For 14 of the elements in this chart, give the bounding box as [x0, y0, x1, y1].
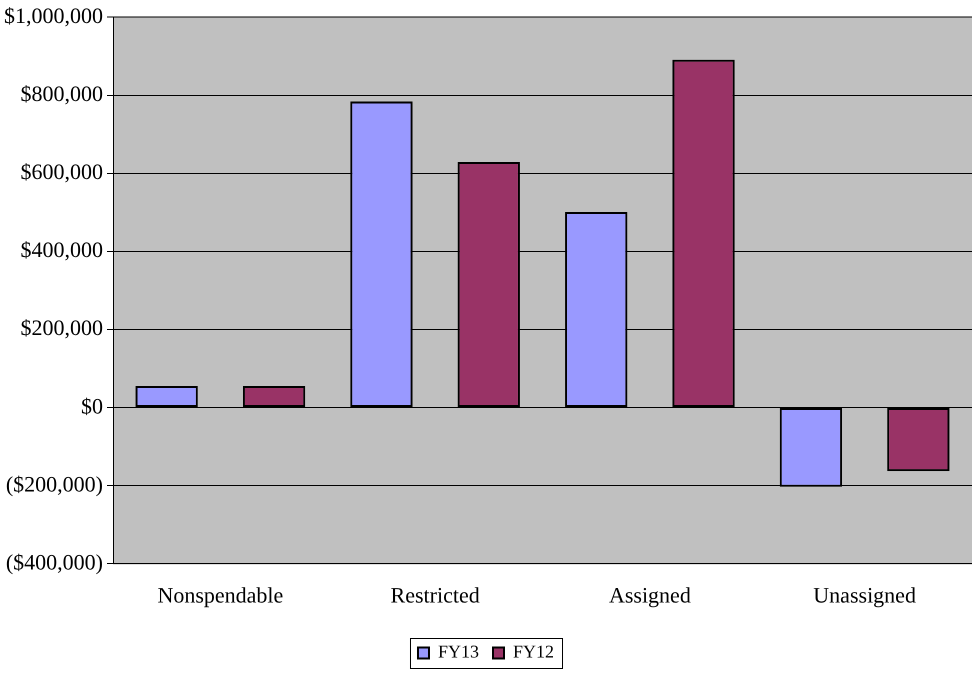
- y-tick-label: $800,000: [20, 81, 103, 106]
- x-tick-label: Assigned: [608, 582, 691, 608]
- legend-label: FY13: [438, 642, 480, 662]
- y-tick-label: ($200,000): [6, 471, 103, 496]
- legend-label: FY12: [513, 642, 554, 662]
- y-tick-label: ($400,000): [6, 549, 103, 574]
- x-tick-label: Unassigned: [813, 582, 916, 608]
- y-tick-label: $600,000: [20, 159, 103, 184]
- y-tick-label: $400,000: [20, 237, 103, 262]
- y-tick-label: $1,000,000: [4, 2, 103, 28]
- x-tick-label: Restricted: [390, 582, 480, 608]
- y-tick-label: $200,000: [20, 315, 103, 340]
- x-tick-label: Nonspendable: [157, 582, 284, 608]
- y-tick-label: $0: [81, 393, 103, 418]
